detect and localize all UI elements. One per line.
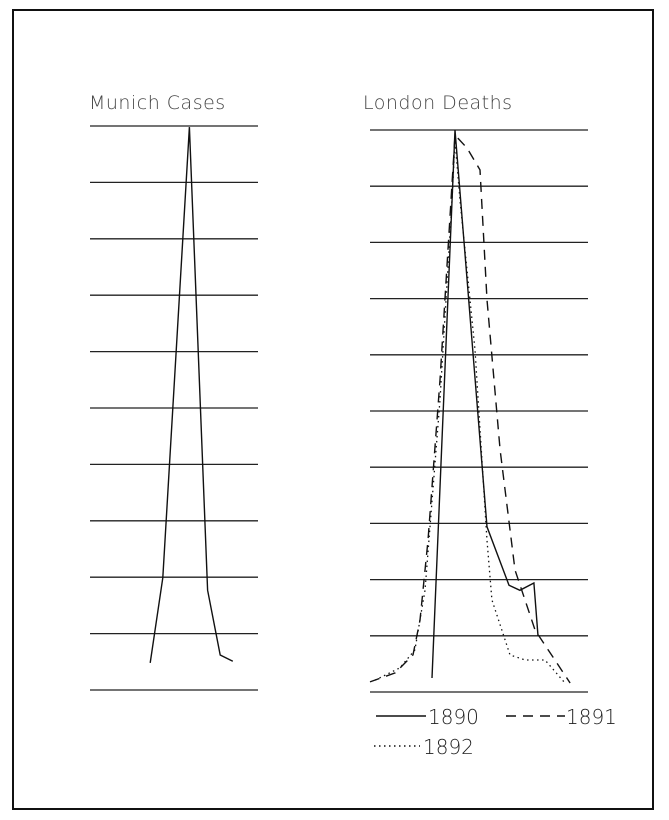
series-line-1890 xyxy=(431,129,539,679)
legend-label-1892: 1892 xyxy=(423,735,474,759)
london-title: London Deaths xyxy=(363,92,513,114)
munich-title: Munich Cases xyxy=(89,92,226,114)
london-panel xyxy=(369,129,588,693)
legend: 1890 1891 1892 xyxy=(374,705,617,759)
series-line-1892 xyxy=(374,140,566,684)
figure-frame xyxy=(12,9,654,810)
munich-panel xyxy=(90,125,258,691)
series-line-munich-0 xyxy=(149,127,234,664)
legend-label-1891: 1891 xyxy=(566,705,617,729)
series-line-1891 xyxy=(369,133,571,684)
legend-label-1890: 1890 xyxy=(428,705,479,729)
